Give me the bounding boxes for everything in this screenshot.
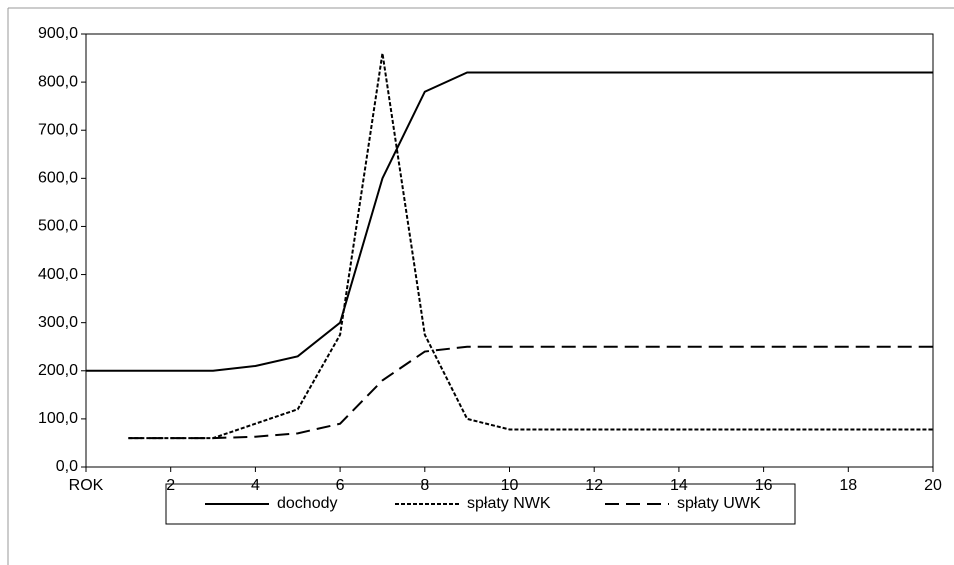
- x-tick-label: 12: [585, 477, 603, 494]
- y-tick-label: 300,0: [38, 314, 78, 331]
- y-tick-label: 700,0: [38, 121, 78, 138]
- x-tick-label: 4: [251, 477, 260, 494]
- x-tick-label: 14: [670, 477, 688, 494]
- x-tick-label: ROK: [69, 477, 104, 494]
- y-tick-label: 100,0: [38, 410, 78, 427]
- x-tick-label: 10: [501, 477, 519, 494]
- x-tick-label: 8: [420, 477, 429, 494]
- legend-label: spłaty NWK: [467, 495, 551, 512]
- x-tick-label: 2: [166, 477, 175, 494]
- line-series: [86, 71, 933, 372]
- legend-label: spłaty UWK: [677, 495, 761, 512]
- y-tick-label: 900,0: [38, 25, 78, 42]
- y-tick-label: 500,0: [38, 218, 78, 235]
- y-tick-label: 600,0: [38, 170, 78, 187]
- y-tick-label: 200,0: [38, 362, 78, 379]
- x-tick-label: 6: [336, 477, 345, 494]
- x-tick-label: 20: [924, 477, 942, 494]
- y-tick-label: 0,0: [56, 458, 78, 475]
- legend-label: dochody: [277, 495, 338, 512]
- legend: [165, 483, 796, 525]
- y-tick-label: 800,0: [38, 73, 78, 90]
- line-series: [128, 53, 933, 440]
- x-tick-label: 18: [839, 477, 857, 494]
- plot-area: [85, 33, 934, 468]
- y-tick-label: 400,0: [38, 266, 78, 283]
- line-series: [128, 345, 933, 440]
- x-tick-label: 16: [755, 477, 773, 494]
